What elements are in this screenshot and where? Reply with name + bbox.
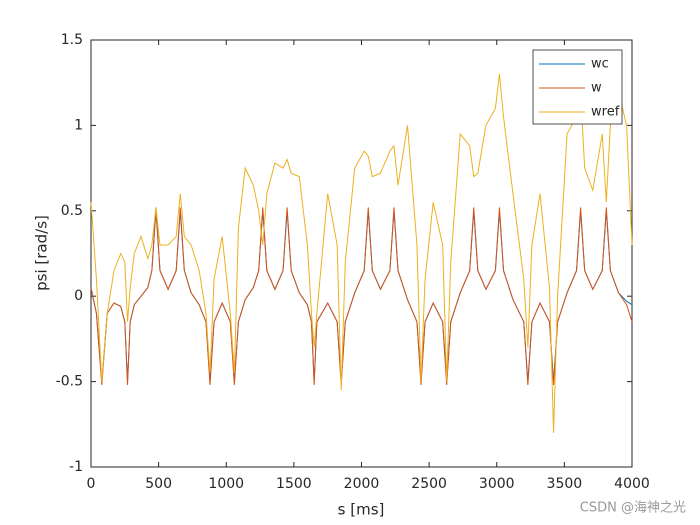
x-tick-label: 500	[145, 476, 172, 492]
watermark: CSDN @海神之光	[580, 501, 686, 516]
x-tick-label: 2500	[411, 476, 447, 492]
x-tick-label: 3500	[547, 476, 583, 492]
legend-label: wc	[591, 57, 609, 72]
x-tick-label: 1500	[276, 476, 312, 492]
x-tick-label: 0	[87, 476, 96, 492]
y-axis-label: psi [rad/s]	[33, 215, 51, 291]
y-tick-label: 0.5	[61, 203, 83, 219]
x-tick-label: 3000	[479, 476, 515, 492]
y-tick-label: 0	[74, 288, 83, 304]
y-tick-label: 1.5	[61, 32, 83, 48]
x-tick-label: 1000	[208, 476, 244, 492]
y-tick-label: 1	[74, 117, 83, 133]
x-tick-label: 4000	[614, 476, 650, 492]
legend-label: wref	[591, 105, 620, 120]
y-tick-label: -0.5	[56, 374, 83, 390]
series-line	[90, 74, 633, 433]
x-tick-label: 2000	[344, 476, 380, 492]
legend-label: w	[591, 81, 602, 96]
x-axis-label: s [ms]	[338, 501, 385, 519]
y-tick-label: -1	[69, 459, 83, 475]
